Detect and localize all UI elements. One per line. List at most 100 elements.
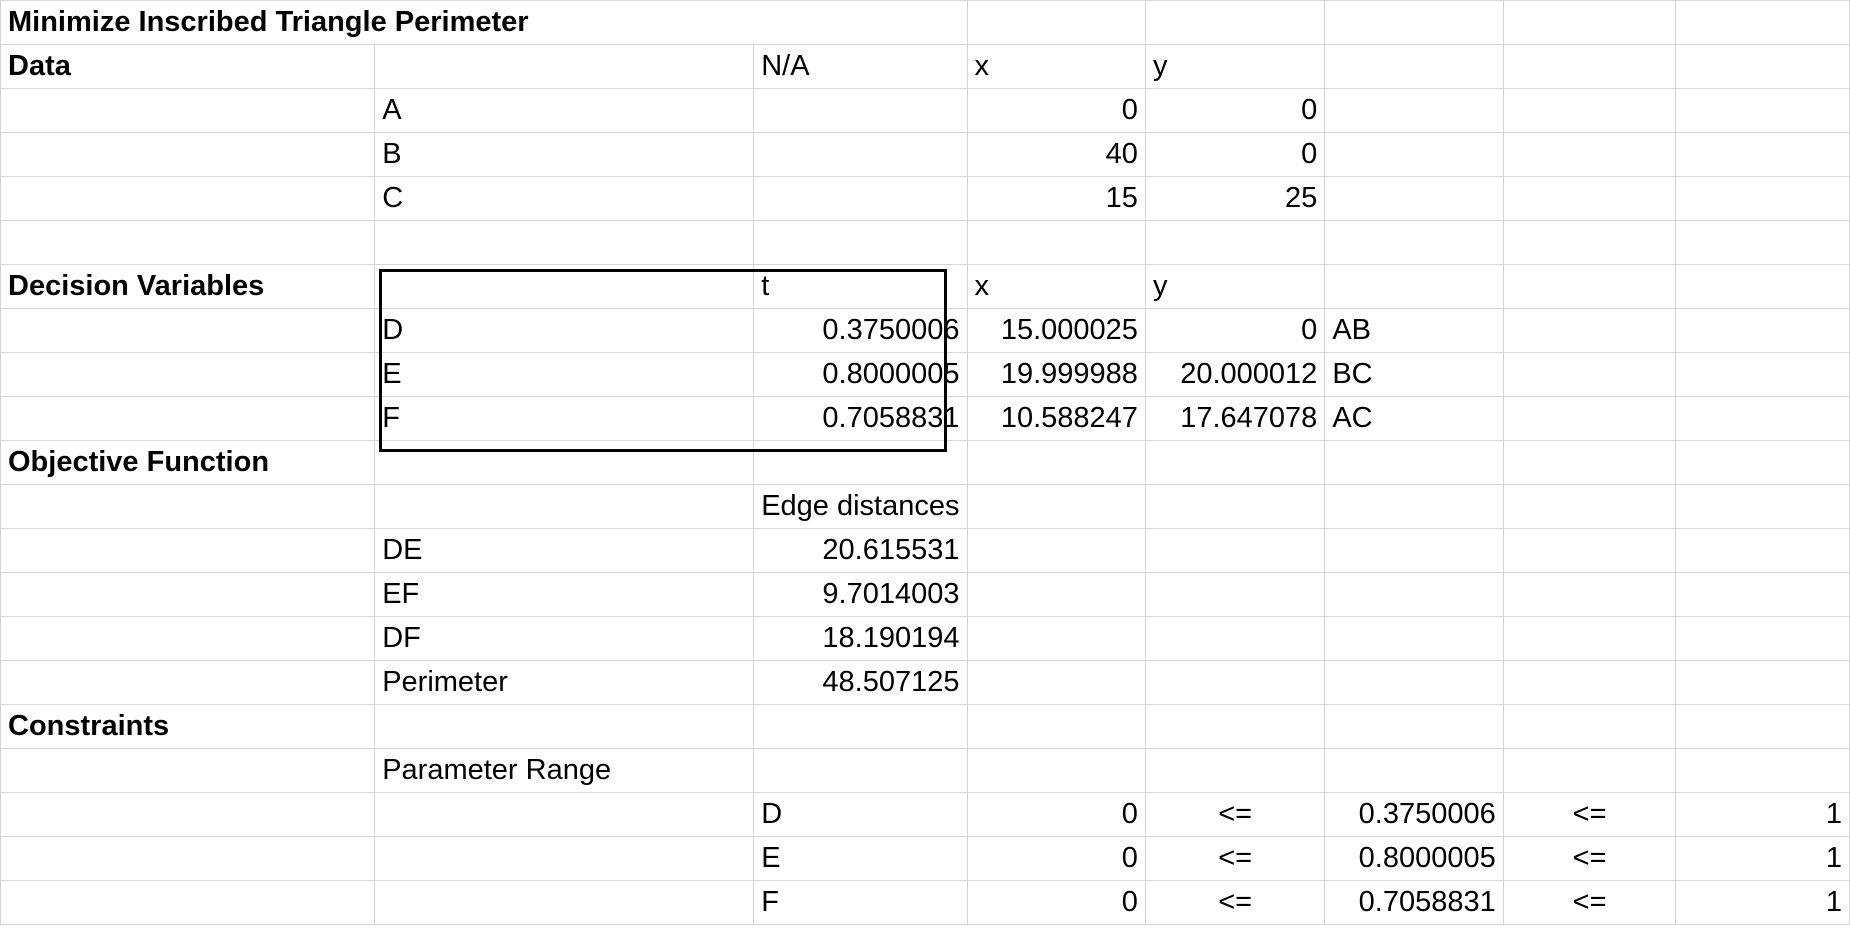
cell[interactable] (1675, 704, 1850, 749)
constraint-value[interactable]: 0.7058831 (1324, 880, 1504, 925)
cell[interactable] (0, 880, 376, 925)
cell[interactable] (1502, 616, 1677, 661)
cell[interactable] (1675, 616, 1850, 661)
decision-var-x[interactable]: 10.588247 (966, 396, 1146, 441)
decision-header-y[interactable]: y (1144, 264, 1326, 309)
perimeter-value[interactable]: 48.507125 (753, 660, 968, 705)
cell[interactable] (1502, 0, 1677, 45)
constraint-lower[interactable]: 0 (966, 836, 1146, 881)
cell[interactable] (374, 792, 755, 837)
cell[interactable] (1324, 572, 1504, 617)
cell[interactable] (1144, 748, 1326, 793)
cell[interactable] (1675, 264, 1850, 309)
cell[interactable] (0, 660, 376, 705)
cell[interactable] (1502, 264, 1677, 309)
cell[interactable] (1675, 352, 1850, 397)
cell[interactable] (1324, 44, 1504, 89)
constraint-upper[interactable]: 1 (1675, 792, 1850, 837)
decision-header-x[interactable]: x (966, 264, 1146, 309)
point-y[interactable]: 0 (1144, 88, 1326, 133)
decision-var-name[interactable]: F (374, 396, 755, 441)
cell[interactable] (1324, 220, 1504, 265)
cell[interactable] (374, 44, 755, 89)
cell[interactable] (966, 748, 1146, 793)
cell[interactable] (1502, 440, 1677, 485)
constraint-lower[interactable]: 0 (966, 880, 1146, 925)
cell[interactable] (0, 352, 376, 397)
decision-var-edge[interactable]: BC (1324, 352, 1504, 397)
cell[interactable] (374, 220, 755, 265)
edge-name[interactable]: DF (374, 616, 755, 661)
decision-var-x[interactable]: 15.000025 (966, 308, 1146, 353)
decision-var-edge[interactable]: AB (1324, 308, 1504, 353)
decision-var-x[interactable]: 19.999988 (966, 352, 1146, 397)
decision-var-t[interactable]: 0.7058831 (753, 396, 968, 441)
cell[interactable] (1144, 704, 1326, 749)
cell[interactable] (1324, 528, 1504, 573)
data-header-x[interactable]: x (966, 44, 1146, 89)
cell[interactable] (1675, 0, 1850, 45)
constraint-op[interactable]: <= (1144, 880, 1326, 925)
cell[interactable] (1675, 484, 1850, 529)
constraint-op[interactable]: <= (1144, 836, 1326, 881)
cell[interactable] (966, 440, 1146, 485)
constraint-name[interactable]: F (753, 880, 968, 925)
constraints-section-label[interactable]: Constraints (0, 704, 376, 749)
cell[interactable] (1324, 660, 1504, 705)
constraint-upper[interactable]: 1 (1675, 836, 1850, 881)
decision-var-edge[interactable]: AC (1324, 396, 1504, 441)
cell[interactable] (1675, 44, 1850, 89)
decision-var-name[interactable]: D (374, 308, 755, 353)
cell[interactable] (753, 704, 968, 749)
cell[interactable] (1324, 616, 1504, 661)
constraint-op[interactable]: <= (1502, 880, 1677, 925)
edge-name[interactable]: EF (374, 572, 755, 617)
point-y[interactable]: 0 (1144, 132, 1326, 177)
cell[interactable] (374, 440, 755, 485)
cell[interactable] (1324, 88, 1504, 133)
cell[interactable] (753, 176, 968, 221)
cell[interactable] (374, 836, 755, 881)
edge-name[interactable]: DE (374, 528, 755, 573)
cell[interactable] (1144, 616, 1326, 661)
cell[interactable] (1675, 176, 1850, 221)
constraint-op[interactable]: <= (1502, 836, 1677, 881)
cell[interactable] (966, 220, 1146, 265)
cell[interactable] (0, 132, 376, 177)
cell[interactable] (1144, 572, 1326, 617)
cell[interactable] (753, 220, 968, 265)
constraint-upper[interactable]: 1 (1675, 880, 1850, 925)
edge-distance[interactable]: 20.615531 (753, 528, 968, 573)
point-x[interactable]: 15 (966, 176, 1146, 221)
data-section-label[interactable]: Data (0, 44, 376, 89)
cell[interactable] (1502, 220, 1677, 265)
cell[interactable] (966, 528, 1146, 573)
cell[interactable] (0, 836, 376, 881)
cell[interactable] (374, 880, 755, 925)
cell[interactable] (0, 572, 376, 617)
cell[interactable] (0, 396, 376, 441)
cell[interactable] (1144, 484, 1326, 529)
cell[interactable] (1144, 220, 1326, 265)
edge-distance[interactable]: 9.7014003 (753, 572, 968, 617)
point-name[interactable]: A (374, 88, 755, 133)
cell[interactable] (966, 572, 1146, 617)
cell[interactable] (0, 792, 376, 837)
cell[interactable] (966, 704, 1146, 749)
cell[interactable] (1144, 0, 1326, 45)
cell[interactable] (753, 132, 968, 177)
constraint-value[interactable]: 0.8000005 (1324, 836, 1504, 881)
cell[interactable] (0, 616, 376, 661)
constraint-op[interactable]: <= (1502, 792, 1677, 837)
cell[interactable] (1502, 660, 1677, 705)
cell[interactable] (1675, 132, 1850, 177)
cell[interactable] (1502, 572, 1677, 617)
cell[interactable] (1324, 0, 1504, 45)
point-x[interactable]: 40 (966, 132, 1146, 177)
decision-var-y[interactable]: 0 (1144, 308, 1326, 353)
cell[interactable] (1675, 528, 1850, 573)
cell[interactable] (1502, 528, 1677, 573)
cell[interactable] (1324, 704, 1504, 749)
cell[interactable] (1675, 440, 1850, 485)
decision-var-t[interactable]: 0.3750006 (753, 308, 968, 353)
